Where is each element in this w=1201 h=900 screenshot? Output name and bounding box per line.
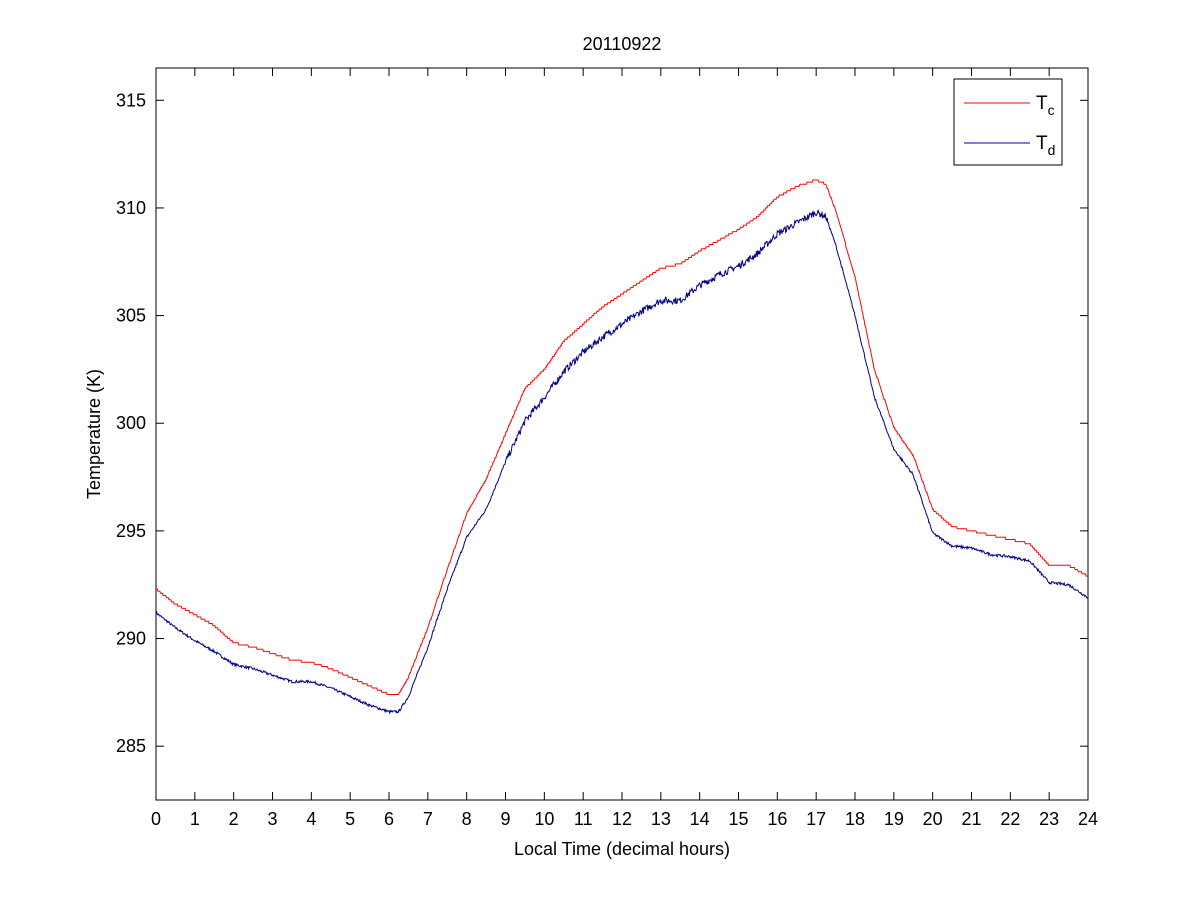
series-line-T_c [156, 179, 1088, 695]
x-tick-label: 7 [423, 809, 433, 829]
x-tick-label: 12 [612, 809, 632, 829]
x-tick-label: 20 [923, 809, 943, 829]
x-tick-label: 4 [306, 809, 316, 829]
x-tick-label: 6 [384, 809, 394, 829]
x-tick-label: 21 [961, 809, 981, 829]
x-tick-label: 11 [574, 809, 593, 829]
x-tick-label: 15 [728, 809, 748, 829]
y-tick-label: 305 [116, 306, 146, 326]
y-axis-label: Temperature (K) [84, 369, 104, 499]
x-tick-label: 1 [190, 809, 200, 829]
x-tick-label: 0 [151, 809, 161, 829]
axes-box [155, 67, 1089, 801]
y-tick-label: 300 [116, 413, 146, 433]
y-tick-label: 315 [116, 90, 146, 110]
y-tick-label: 295 [116, 521, 146, 541]
x-tick-label: 3 [267, 809, 277, 829]
x-tick-label: 16 [767, 809, 787, 829]
x-tick-label: 9 [500, 809, 510, 829]
x-tick-label: 8 [462, 809, 472, 829]
legend-subscript: d [1048, 142, 1056, 158]
x-tick-label: 19 [884, 809, 904, 829]
x-tick-label: 5 [345, 809, 355, 829]
y-tick-label: 290 [116, 629, 146, 649]
x-axis-label: Local Time (decimal hours) [514, 839, 730, 859]
x-tick-label: 14 [690, 809, 710, 829]
series-line-T_d [155, 209, 1089, 715]
x-tick-label: 23 [1039, 809, 1059, 829]
x-tick-label: 17 [806, 809, 826, 829]
x-tick-label: 2 [229, 809, 239, 829]
legend-subscript: c [1048, 102, 1055, 118]
y-tick-label: 285 [116, 736, 146, 756]
x-tick-label: 10 [534, 809, 554, 829]
x-tick-label: 22 [1000, 809, 1020, 829]
chart-title: 20110922 [583, 34, 662, 54]
x-tick-label: 13 [651, 809, 671, 829]
x-tick-label: 18 [845, 809, 865, 829]
y-tick-label: 310 [116, 198, 146, 218]
plot-area: 0 1 2 3 4 5 6 7 8 9 10 11 12 13 14 15 16 17 18 19 20 21 22 23 24… [116, 67, 1098, 829]
x-tick-label: 24 [1078, 809, 1098, 829]
legend-box [953, 78, 1063, 166]
